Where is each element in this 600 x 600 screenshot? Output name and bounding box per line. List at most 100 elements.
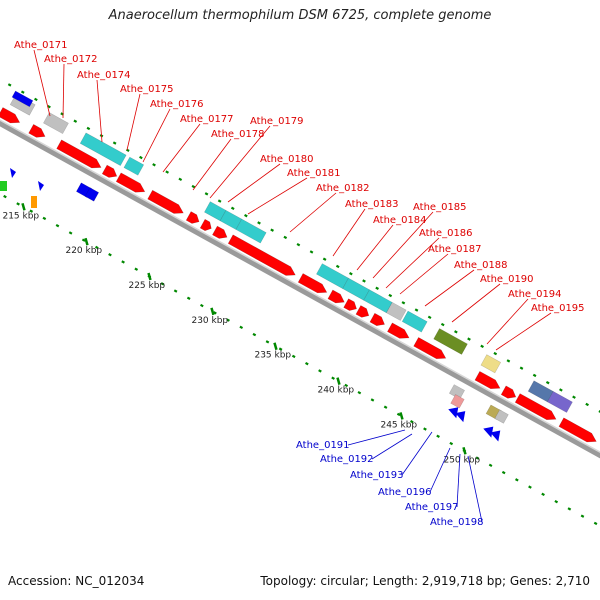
track-dot — [296, 242, 301, 247]
gene-label: Athe_0183 — [345, 199, 399, 210]
track-dot — [204, 192, 209, 196]
track-dot — [230, 206, 235, 211]
tick-label: 245 kbp — [380, 420, 417, 430]
track-dot — [585, 402, 589, 407]
tick-label: 235 kbp — [254, 351, 291, 361]
track-dot — [580, 514, 585, 518]
track-dot — [165, 170, 169, 174]
tick-mark — [21, 202, 26, 211]
track-dot — [545, 380, 550, 385]
cds-arrow — [327, 289, 345, 304]
leader-line — [429, 447, 451, 493]
track-dot — [257, 221, 261, 225]
track-dot — [436, 434, 440, 438]
gene-label: Athe_0193 — [350, 470, 404, 481]
track-dot — [506, 359, 511, 363]
cds-arrow — [56, 139, 102, 169]
track-dot — [121, 260, 125, 264]
cds-arrow — [0, 107, 21, 124]
leader-line — [347, 429, 406, 446]
gene-label: Athe_0190 — [480, 274, 534, 285]
tick-label: 225 kbp — [128, 281, 165, 291]
track-dot — [16, 202, 20, 206]
track-dot — [226, 318, 230, 322]
cds-arrow — [355, 305, 370, 318]
feature-box — [433, 328, 468, 355]
track-dot — [423, 427, 427, 431]
track-dot — [34, 97, 38, 102]
gene-label: Athe_0194 — [508, 289, 562, 300]
tick-label: 215 kbp — [2, 211, 39, 221]
track-dot — [186, 296, 191, 300]
track-dot — [414, 308, 419, 312]
gene-label: Athe_0176 — [150, 99, 204, 110]
track-dot — [68, 231, 73, 235]
leader-line — [192, 138, 232, 191]
reverse-feature — [84, 187, 100, 202]
track-dot — [322, 257, 327, 261]
gene-label: Athe_0177 — [180, 114, 234, 125]
track-dot — [112, 141, 117, 145]
track-dot — [572, 395, 576, 399]
track-dot — [244, 213, 248, 218]
track-dot — [178, 177, 183, 182]
feature-box — [235, 218, 267, 244]
tick-label: 240 kbp — [317, 386, 354, 396]
gene-label: Athe_0179 — [250, 116, 304, 127]
gene-label: Athe_0198 — [430, 517, 484, 528]
gene-label: Athe_0174 — [77, 70, 131, 81]
track-dot — [493, 351, 498, 356]
track-dot — [47, 105, 51, 109]
track-dot — [598, 410, 600, 413]
track-dot — [73, 119, 78, 123]
track-dot — [42, 216, 47, 221]
tick-mark — [84, 237, 89, 246]
reverse-feature — [494, 409, 509, 424]
track-dot — [335, 264, 340, 269]
cds-arrow — [101, 164, 118, 178]
reverse-arrow — [38, 181, 44, 191]
gene-label: Athe_0186 — [419, 228, 473, 239]
genome-backbone — [0, 119, 600, 459]
gene-label: Athe_0195 — [531, 303, 585, 314]
track-dot — [344, 383, 349, 388]
track-dot — [134, 267, 139, 271]
tick-mark — [147, 272, 152, 281]
track-dot — [331, 376, 335, 380]
feature-box — [31, 196, 37, 208]
leader-line — [356, 224, 394, 271]
gene-label: Athe_0180 — [260, 154, 314, 165]
leader-line — [372, 211, 434, 279]
tick-mark — [399, 412, 404, 420]
feature-box — [123, 156, 145, 176]
leader-line — [451, 283, 501, 323]
leader-line — [371, 433, 413, 460]
track-dot — [239, 325, 244, 330]
track-dot — [139, 155, 143, 160]
gene-label: Athe_0197 — [405, 502, 459, 513]
track-dot — [567, 507, 572, 511]
track-dot — [305, 361, 309, 366]
track-dot — [252, 332, 257, 337]
leader-line — [227, 163, 281, 203]
tick-mark — [273, 342, 278, 351]
track-dot — [29, 209, 34, 213]
track-dot — [200, 303, 204, 308]
track-dot — [309, 250, 314, 254]
bottom-gene-labels: Athe_0191 Athe_0192 Athe_0193 Athe_0196 Athe… — [296, 429, 484, 528]
cds-arrow — [227, 234, 296, 276]
gene-label: Athe_0172 — [44, 54, 98, 65]
leader-line — [126, 93, 141, 151]
inner-track-dots — [3, 194, 598, 526]
track-dot — [501, 470, 506, 475]
track-dot — [291, 354, 296, 359]
leader-line — [209, 125, 271, 199]
track-dot — [410, 420, 414, 424]
cds-arrow — [387, 322, 410, 339]
reverse-arrow — [483, 426, 494, 438]
track-dot — [519, 366, 524, 370]
tick-label: 250 kbp — [443, 455, 480, 465]
track-dot — [191, 184, 196, 189]
track-dot — [593, 521, 598, 526]
